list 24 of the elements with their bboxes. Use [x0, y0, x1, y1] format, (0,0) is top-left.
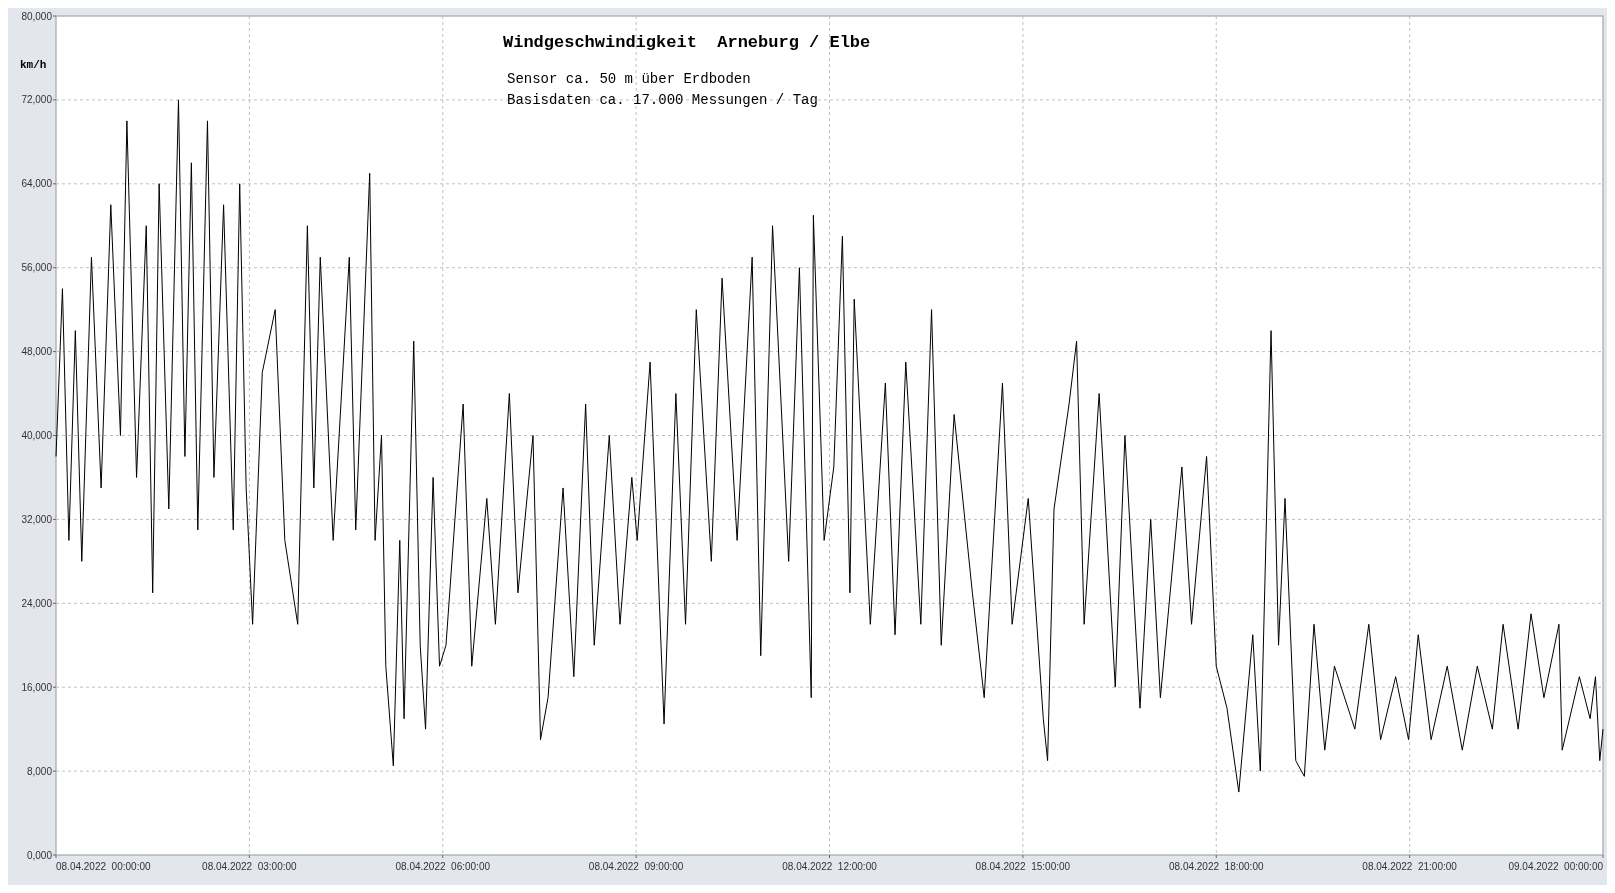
y-tick-label: 32,000: [21, 513, 53, 525]
annotation: Basisdaten ca. 17.000 Messungen / Tag: [507, 92, 818, 108]
x-tick-label: 08.04.2022 18:00:00: [1168, 861, 1264, 872]
x-tick-label: 08.04.2022 15:00:00: [975, 861, 1071, 872]
x-tick-label: 09.04.2022 00:00:00: [1508, 861, 1604, 872]
x-tick-label: 08.04.2022 12:00:00: [782, 861, 878, 872]
x-tick-label: 08.04.2022 21:00:00: [1362, 861, 1458, 872]
y-tick-label: 72,000: [21, 94, 53, 106]
y-tick-label: 80,000: [21, 10, 53, 22]
x-tick-label: 08.04.2022 06:00:00: [395, 861, 491, 872]
x-tick-label: 08.04.2022 03:00:00: [202, 861, 298, 872]
y-tick-label: 8,000: [26, 765, 53, 777]
text: Windgeschwindigkeit Arneburg / Elbe: [503, 33, 871, 52]
y-tick-label: 40,000: [21, 430, 53, 441]
y-tick-label: 16,000: [21, 681, 53, 693]
x-tick-label: 08.04.2022 00:00:00: [56, 861, 151, 872]
y-tick-label: 24,000: [21, 597, 53, 609]
x-tick-label: 08.04.2022 09:00:00: [588, 861, 684, 872]
y-tick-label: 48,000: [21, 346, 53, 358]
y-tick-label: 64,000: [21, 178, 53, 190]
y-tick-label: 56,000: [21, 262, 53, 274]
y-axis-title: km/h: [20, 59, 47, 71]
y-tick-label: 0,000: [26, 849, 53, 861]
annotation: Sensor ca. 50 m über Erdboden: [507, 71, 751, 87]
